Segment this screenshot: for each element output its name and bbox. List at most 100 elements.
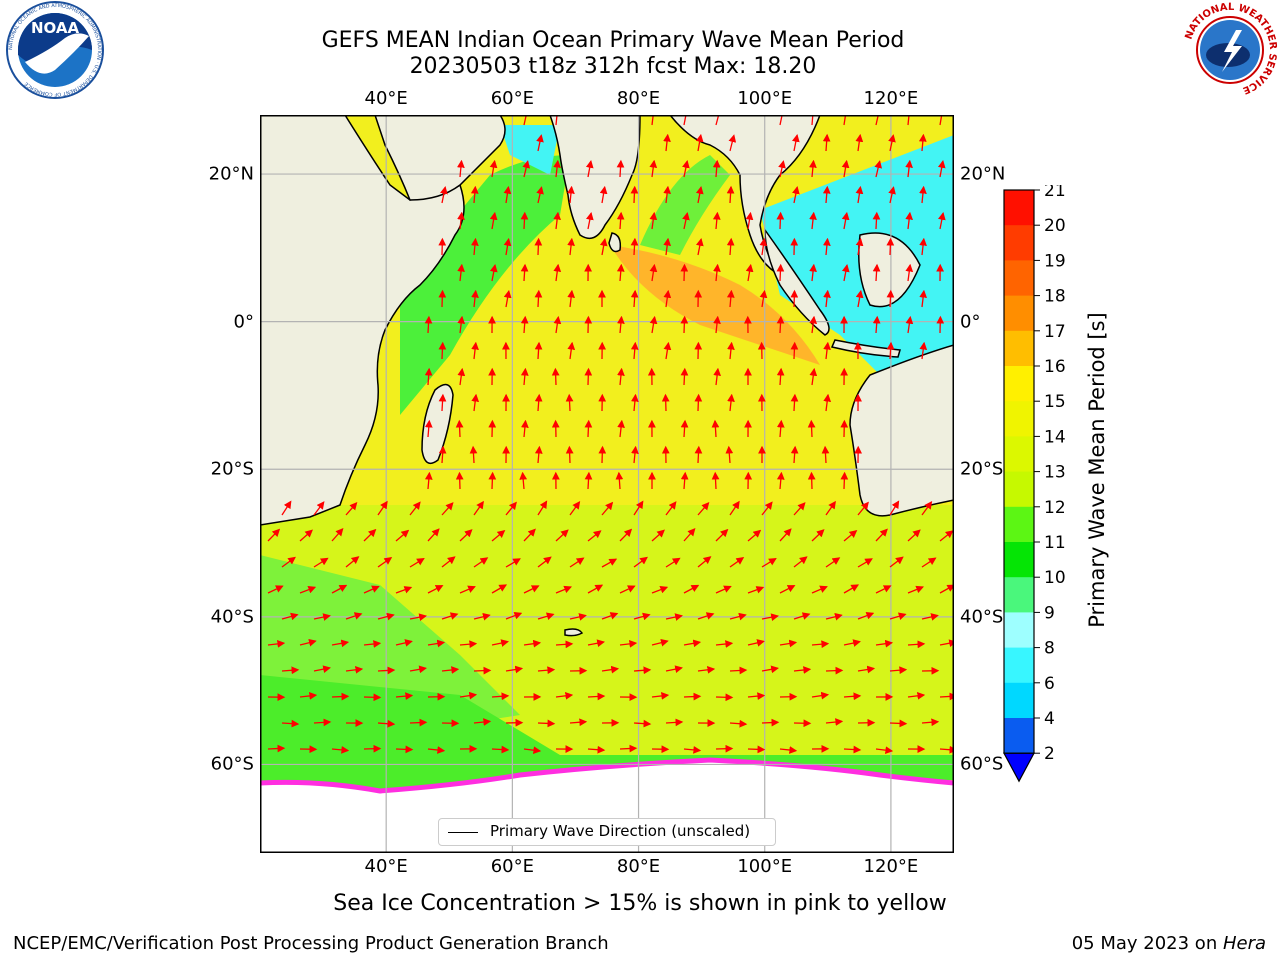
map-panel (260, 115, 954, 853)
wave-arrow (523, 639, 542, 648)
wave-arrow (747, 586, 765, 594)
wave-arrow (619, 585, 636, 594)
colorbar-tick-label: 2 (1044, 744, 1055, 764)
indonesia-cyan-region (760, 135, 954, 375)
wave-arrow (313, 557, 329, 568)
wave-arrow (715, 585, 732, 594)
colorbar-tick-label: 4 (1044, 709, 1055, 729)
wave-arrow (586, 212, 594, 230)
wave-arrow (713, 367, 722, 386)
wave-arrow (841, 159, 850, 178)
wave-arrow (792, 186, 800, 204)
wave-arrow (694, 445, 703, 464)
wave-arrow (711, 419, 720, 438)
footer-credit: NCEP/EMC/Verification Post Processing Pr… (13, 933, 609, 954)
noaa-logo-text: NOAA (31, 19, 80, 37)
wave-arrow (823, 237, 831, 256)
wave-arrow (377, 612, 395, 621)
wave-arrow (680, 367, 689, 386)
wave-arrow (872, 315, 881, 334)
wave-arrow (726, 289, 735, 308)
wave-arrow (680, 419, 689, 438)
lon-tick-top-3: 100°E (737, 88, 793, 109)
colorbar-title: Primary Wave Mean Period [s] (1085, 312, 1109, 628)
wave-arrow (715, 744, 734, 753)
wave-arrow (281, 719, 300, 728)
india-land (549, 115, 641, 240)
wave-arrow (441, 666, 460, 674)
wave-arrow (534, 393, 543, 412)
wave-arrow (345, 665, 364, 674)
wave-arrow (790, 445, 799, 464)
wave-arrow (875, 746, 894, 755)
wave-arrow (505, 558, 521, 568)
wave-arrow (651, 638, 669, 647)
wave-arrow (776, 367, 785, 386)
wave-arrow (331, 639, 350, 648)
wave-arrow (459, 529, 473, 542)
wave-arrow (937, 160, 946, 178)
wave-arrow (471, 289, 479, 308)
wave-arrow (345, 612, 363, 620)
wave-arrow (809, 315, 818, 334)
wave-arrow (409, 501, 421, 516)
wave-arrow (889, 612, 907, 621)
wave-arrow (665, 557, 681, 568)
colorbar-tick-label: 18 (1044, 287, 1066, 307)
wave-arrow (825, 612, 843, 621)
wave-arrow (363, 693, 382, 702)
colorbar-tick-label: 8 (1044, 639, 1055, 659)
wave-arrow (697, 612, 715, 620)
chart-title: GEFS MEAN Indian Ocean Primary Wave Mean… (321, 28, 905, 53)
wave-arrow (696, 238, 704, 256)
wave-arrow (857, 558, 873, 568)
wave-arrow (299, 585, 317, 594)
wave-arrow (857, 501, 869, 516)
wave-arrow (536, 134, 544, 152)
wave-arrow (455, 419, 464, 438)
wave-arrow (886, 237, 895, 256)
wave-arrow (697, 665, 716, 674)
wave-arrow (377, 557, 393, 568)
orange-swell-region (610, 245, 820, 365)
lat-tick-left-4: 60°S (210, 753, 254, 775)
wave-arrow (491, 529, 506, 542)
wave-arrow (587, 639, 605, 648)
colorbar-tick-label: 21 (1044, 185, 1066, 201)
colorbar-segment (1004, 542, 1034, 578)
wave-arrow (681, 115, 690, 126)
wave-arrow (665, 718, 684, 727)
bay-of-bengal-green (640, 155, 730, 255)
wave-arrow (651, 529, 665, 542)
wave-arrow (631, 393, 639, 412)
wave-arrow (793, 556, 808, 568)
wave-arrow (584, 419, 593, 438)
wave-arrow (729, 557, 745, 568)
madagascar-land (421, 383, 454, 465)
wave-arrow (855, 133, 864, 152)
wave-arrow (886, 341, 895, 360)
wave-arrow (424, 471, 433, 490)
wave-arrow (649, 263, 658, 282)
wave-arrow (761, 613, 779, 622)
wave-arrow (555, 640, 574, 649)
wave-arrow (683, 584, 700, 594)
lat-tick-left-2: 20°S (210, 458, 254, 480)
wave-direction-arrows (267, 115, 954, 755)
wave-arrow (503, 237, 512, 256)
sri-lanka-land (608, 232, 622, 253)
wave-arrow (377, 719, 396, 728)
gulf-cyan-region (500, 125, 560, 175)
wave-arrow (616, 263, 625, 282)
wave-arrow (565, 393, 574, 412)
wave-arrow (534, 341, 543, 360)
wave-arrow (651, 692, 670, 700)
wave-arrow (345, 556, 360, 568)
wave-arrow (313, 665, 331, 673)
wave-arrow (665, 665, 683, 673)
colorbar-segment (1004, 682, 1034, 719)
lon-tick-bottom-0: 40°E (364, 856, 408, 877)
wave-arrow (729, 666, 748, 675)
wave-arrow (363, 528, 377, 542)
wave-arrow (872, 211, 881, 230)
